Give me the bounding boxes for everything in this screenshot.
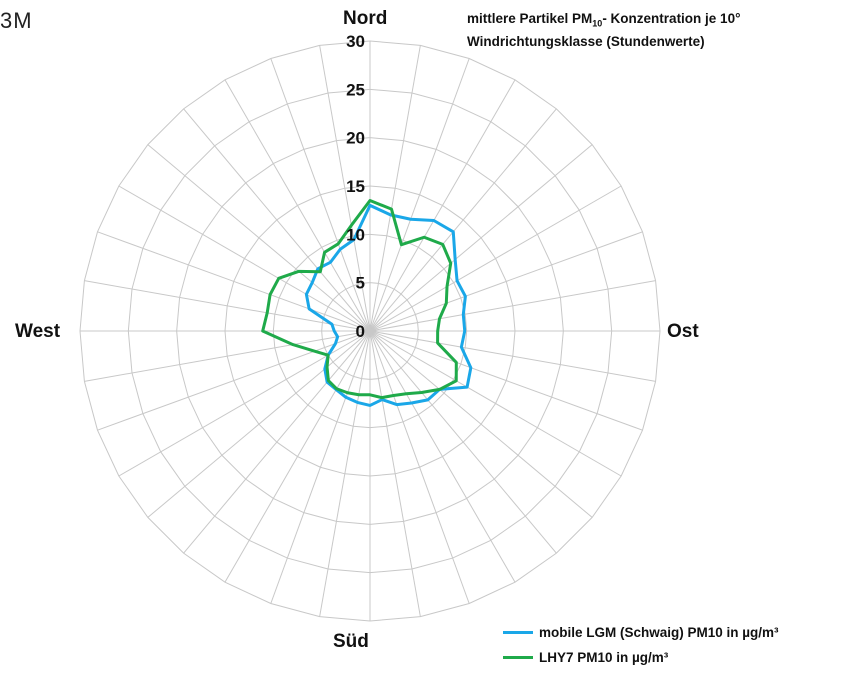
legend-item-series2: LHY7 PM10 in µg/m³: [503, 650, 668, 665]
grid-spoke-330: [224, 79, 371, 332]
series-line-2: [261, 199, 458, 400]
grid-spoke-350: [319, 45, 371, 332]
radar-series: [261, 199, 473, 407]
grid-spoke-310: [147, 144, 371, 332]
title-line1-sub: 10: [592, 18, 603, 29]
grid-spoke-260: [84, 330, 371, 382]
legend-swatch-series2: [503, 656, 533, 659]
direction-label-east: Ost: [667, 321, 699, 342]
legend-swatch-series1: [503, 631, 533, 634]
radial-tick-labels: 0 5 10 15 20 25 30: [346, 32, 365, 341]
grid-spoke-60: [369, 185, 622, 332]
grid-spoke-230: [147, 330, 371, 518]
corner-label: 3M: [0, 8, 33, 33]
grid-spoke-320: [183, 108, 371, 332]
grid-spoke-220: [183, 330, 371, 554]
grid-spoke-150: [369, 330, 516, 583]
grid-spoke-200: [270, 330, 371, 604]
grid-spoke-50: [369, 144, 593, 332]
grid-spoke-190: [319, 330, 371, 617]
grid-spoke-170: [369, 330, 421, 617]
grid-spoke-210: [224, 330, 371, 583]
grid-spoke-10: [369, 45, 421, 332]
grid-spoke-30: [369, 79, 516, 332]
grid-spoke-110: [369, 330, 643, 431]
radial-tick-label-0: 0: [356, 322, 365, 341]
grid-spoke-290: [97, 231, 371, 332]
grid-spoke-100: [369, 330, 656, 382]
grid-spoke-40: [369, 108, 557, 332]
radial-tick-label-25: 25: [346, 80, 365, 99]
grid-spoke-70: [369, 231, 643, 332]
grid-spoke-250: [97, 330, 371, 431]
radial-tick-label-5: 5: [356, 274, 365, 293]
grid-spoke-140: [369, 330, 557, 554]
grid-spoke-340: [270, 58, 371, 332]
radial-tick-label-30: 30: [346, 32, 365, 51]
grid-spoke-80: [369, 280, 656, 332]
grid-spoke-280: [84, 280, 371, 332]
radial-tick-label-15: 15: [346, 177, 365, 196]
chart-title: mittlere Partikel PM10- Konzentration je…: [467, 10, 740, 50]
title-line2: Windrichtungsklasse (Stundenwerte): [467, 33, 705, 49]
legend-label-series2: LHY7 PM10 in µg/m³: [539, 650, 669, 665]
radar-grid: [79, 40, 661, 622]
series-line-1: [304, 203, 473, 407]
radial-tick-label-20: 20: [346, 129, 365, 148]
direction-label-west: West: [15, 321, 61, 342]
title-line1-post: - Konzentration je 10°: [602, 11, 741, 26]
legend-item-series1: mobile LGM (Schwaig) PM10 in µg/m³: [503, 625, 779, 640]
direction-label-south: Süd: [333, 631, 369, 652]
grid-spoke-130: [369, 330, 593, 518]
direction-label-north: Nord: [343, 8, 388, 29]
radial-tick-label-10: 10: [346, 225, 365, 244]
grid-spoke-120: [369, 330, 622, 477]
grid-spoke-160: [369, 330, 470, 604]
legend-label-series1: mobile LGM (Schwaig) PM10 in µg/m³: [539, 625, 779, 640]
grid-spoke-20: [369, 58, 470, 332]
title-line1-pre: mittlere Partikel PM: [467, 11, 593, 26]
grid-spoke-300: [118, 185, 371, 332]
